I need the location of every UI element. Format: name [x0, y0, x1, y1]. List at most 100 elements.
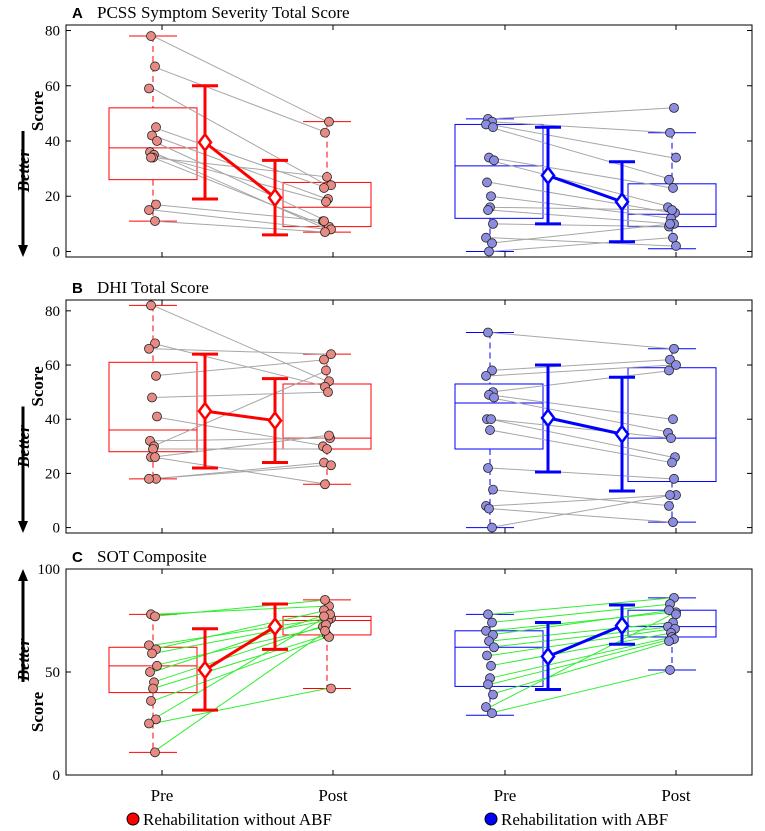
pre-mean-marker — [540, 165, 556, 186]
paired-line — [489, 489, 673, 507]
y-tick-label: 40 — [45, 134, 60, 150]
post-point — [321, 365, 331, 376]
pre-point — [485, 425, 495, 435]
panel-title: DHI Total Score — [97, 278, 209, 297]
pre-point — [150, 61, 160, 72]
pre-point — [486, 660, 496, 671]
pre-point — [488, 689, 498, 700]
paired-line — [152, 615, 328, 720]
post-point — [665, 127, 675, 138]
post-point — [671, 360, 681, 370]
legend-marker-with-abf — [484, 812, 498, 826]
paired-line — [489, 237, 673, 252]
plot-frame — [65, 299, 753, 534]
group-with-abf — [454, 102, 717, 257]
pre-point — [487, 617, 497, 628]
pre-point — [152, 411, 162, 422]
paired-line — [152, 359, 328, 377]
post-point — [668, 414, 678, 425]
post-point — [669, 343, 679, 354]
post-point — [669, 102, 679, 113]
post-point — [665, 218, 675, 229]
paired-line — [489, 632, 673, 667]
post-point — [324, 116, 334, 127]
post-point — [666, 433, 676, 444]
paired-line — [489, 369, 673, 393]
paired-line — [489, 613, 673, 708]
y-tick-label: 0 — [53, 521, 61, 537]
paired-line — [152, 342, 328, 388]
paired-line — [152, 126, 328, 189]
pre-box — [108, 107, 198, 181]
panels: A PCSS Symptom Severity Total Score 0 20 40 6… — [14, 3, 753, 805]
pre-point — [144, 343, 154, 354]
paired-line — [489, 640, 673, 696]
paired-line — [489, 206, 673, 211]
pre-point — [487, 238, 497, 249]
post-point — [667, 205, 677, 215]
post-point — [671, 241, 681, 251]
paired-line — [489, 418, 673, 458]
paired-line — [152, 151, 328, 230]
paired-line — [489, 429, 673, 464]
paired-line — [489, 611, 673, 632]
x-category-label: Pre — [494, 786, 517, 805]
mean-line — [547, 624, 623, 658]
pre-point — [150, 338, 160, 349]
pre-point — [488, 218, 498, 229]
paired-line — [152, 154, 328, 203]
paired-line — [489, 359, 673, 371]
post-point — [320, 479, 330, 490]
post-point — [319, 183, 329, 193]
pre-point — [486, 414, 496, 425]
mean-line — [204, 625, 276, 672]
paired-line — [152, 634, 328, 689]
paired-line — [489, 597, 673, 615]
group-without-abf — [108, 300, 372, 490]
post-mean-marker — [267, 616, 283, 637]
pre-point — [147, 648, 157, 659]
mean-line — [547, 416, 623, 436]
post-point — [671, 152, 681, 163]
post-point — [671, 609, 681, 620]
post-mean-marker — [267, 187, 283, 208]
paired-line — [152, 605, 328, 615]
y-tick-label: 20 — [45, 466, 60, 482]
mean-line — [204, 409, 276, 423]
paired-line — [152, 609, 328, 650]
paired-line — [489, 508, 673, 523]
paired-line — [152, 434, 328, 458]
panel-letter: A — [72, 5, 83, 22]
post-point — [664, 636, 674, 646]
paired-line — [489, 107, 673, 120]
paired-line — [489, 121, 673, 134]
paired-line — [489, 157, 673, 189]
panel-title: SOT Composite — [97, 547, 207, 566]
post-point — [326, 460, 336, 471]
paired-line — [489, 364, 673, 377]
pre-box — [454, 383, 544, 450]
pre-box — [454, 123, 544, 219]
better-arrow-head — [18, 569, 28, 581]
mean-line — [204, 141, 276, 199]
pre-point — [148, 683, 158, 694]
paired-line — [152, 464, 328, 480]
panel-letter: B — [72, 280, 83, 297]
paired-line — [489, 394, 673, 420]
paired-line — [152, 599, 328, 617]
pre-point — [150, 452, 160, 463]
pre-point — [481, 370, 491, 381]
pre-point — [484, 503, 494, 514]
pre-point — [488, 484, 498, 495]
paired-line — [152, 157, 328, 228]
paired-line — [489, 397, 673, 434]
panel-title: PCSS Symptom Severity Total Score — [97, 3, 350, 22]
post-point — [664, 365, 674, 376]
post-point — [319, 611, 329, 622]
post-mean-marker — [267, 410, 283, 431]
post-mean-marker — [614, 424, 630, 445]
pre-point — [487, 708, 497, 719]
pre-mean-marker — [197, 400, 213, 422]
